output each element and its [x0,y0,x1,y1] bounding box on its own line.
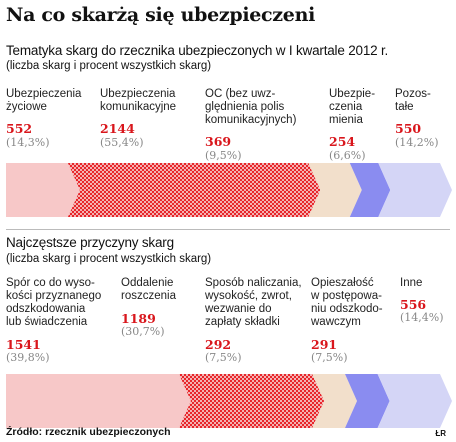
bar-segment [67,163,321,217]
category-label: Ubezpie-czenia mienia [329,88,376,126]
value-label: 550 [395,121,422,136]
category-label: Inne [400,277,423,289]
section2-title: Najczęstsze przyczyny skarg [6,235,174,250]
value-label: 1189 [121,311,156,326]
bar-segment [6,163,80,217]
value-label: 254 [329,134,356,149]
category-label: Ubezpieczenia komunikacyjne [100,88,177,113]
percent-label: (30,7%) [121,325,165,338]
main-title: Na co skarżą się ubezpieczeni [6,4,316,26]
value-label: 552 [6,121,33,136]
percent-label: (14,2%) [395,136,439,149]
section1-bar-chart [6,163,452,217]
percent-label: (14,4%) [400,311,444,324]
percent-label: (39,8%) [6,351,50,364]
category-label: OC (bez uwz-ględnienia polis komunikacyjn… [205,88,297,126]
bar-segment [178,374,325,428]
percent-label: (7,5%) [205,351,242,364]
section2-subtitle: (liczba skarg i procent wszystkich skarg… [6,253,212,265]
value-label: 292 [205,337,232,352]
category-label: Pozos-tałe [395,88,431,113]
value-label: 2144 [100,121,135,136]
category-label: Sposób naliczania, wysokość, zwrot, wezwan… [205,277,302,328]
bar-segment [378,163,452,217]
percent-label: (9,5%) [205,149,242,162]
percent-label: (7,5%) [311,351,348,364]
section-divider [6,229,450,230]
source-footer: Źródło: rzecznik ubezpieczonych [6,426,171,438]
value-label: 1541 [6,337,41,352]
bar-segment [312,374,357,428]
bar-segment [349,163,391,217]
category-label: Opieszałość w postępowa-niu odszkodo-wawc… [311,277,383,328]
category-label: Spór co do wyso-kości przyznanego odszkod… [6,277,102,328]
bar-segment [6,374,191,428]
value-label: 556 [400,297,427,312]
bar-segment [345,374,390,428]
bar-segment [308,163,362,217]
percent-label: (6,6%) [329,149,366,162]
author-credit: ŁR [435,429,446,438]
section1-subtitle: (liczba skarg i procent wszystkich skarg… [6,60,212,72]
section1-title: Tematyka skarg do rzecznika ubezpieczony… [6,43,389,58]
category-label: Ubezpieczenia życiowe [6,88,82,113]
category-label: Oddalenie roszczenia [121,277,176,302]
section2-bar-chart [6,374,452,428]
percent-label: (55,4%) [100,136,144,149]
percent-label: (14,3%) [6,136,50,149]
value-label: 369 [205,134,232,149]
value-label: 291 [311,337,338,352]
bar-segment [377,374,452,428]
